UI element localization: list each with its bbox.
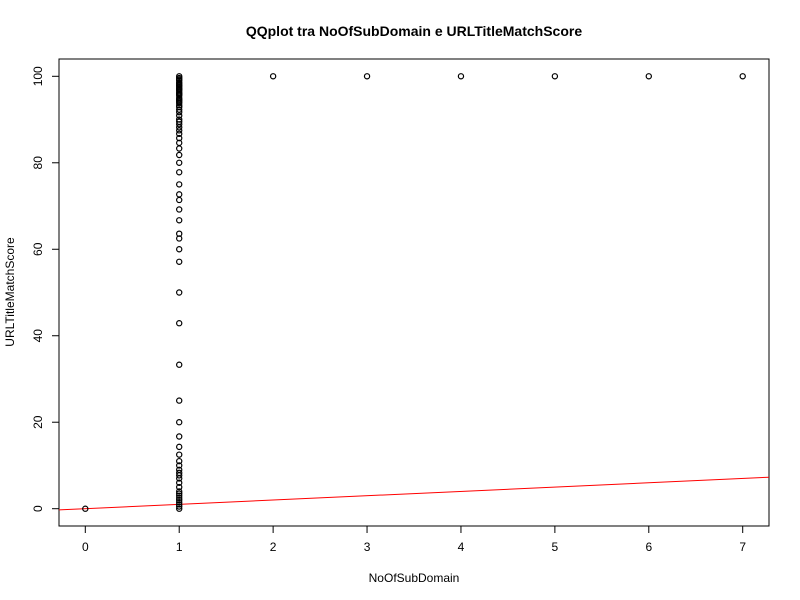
data-point xyxy=(82,505,89,512)
data-point xyxy=(176,217,183,224)
data-point xyxy=(176,196,183,204)
data-point xyxy=(176,505,183,512)
data-point xyxy=(176,490,183,497)
x-tick-label: 2 xyxy=(270,540,277,554)
data-point xyxy=(176,433,183,440)
data-point xyxy=(176,73,183,80)
data-point xyxy=(176,499,183,506)
data-point xyxy=(176,451,183,458)
data-point xyxy=(457,73,465,80)
data-point xyxy=(176,289,183,296)
chart-title: QQplot tra NoOfSubDomain e URLTitleMatch… xyxy=(246,23,583,39)
data-point xyxy=(176,151,183,159)
data-point xyxy=(176,230,183,237)
x-tick-label: 0 xyxy=(82,540,89,554)
data-point xyxy=(176,246,183,253)
data-point xyxy=(176,169,183,176)
data-point xyxy=(176,130,183,138)
data-point xyxy=(176,134,183,142)
data-point xyxy=(176,466,183,473)
points-layer xyxy=(82,73,746,512)
reference-line xyxy=(58,476,770,511)
data-point xyxy=(551,73,559,80)
data-point xyxy=(176,159,183,166)
x-axis-label: NoOfSubDomain xyxy=(369,571,460,585)
x-tick-label: 6 xyxy=(645,540,652,554)
data-point xyxy=(269,73,277,80)
data-point xyxy=(176,488,183,495)
x-tick-label: 4 xyxy=(458,540,465,554)
data-point xyxy=(363,73,371,80)
data-point xyxy=(739,73,746,80)
data-point xyxy=(176,181,183,188)
y-tick-label: 100 xyxy=(31,66,45,86)
reference-line-layer xyxy=(58,476,770,511)
data-point xyxy=(176,145,183,152)
y-axis-label: URLTitleMatchScore xyxy=(3,237,17,347)
x-tick-label: 1 xyxy=(176,540,183,554)
y-tick-label: 60 xyxy=(31,242,45,256)
data-point xyxy=(176,112,183,119)
data-point xyxy=(176,206,183,213)
data-point xyxy=(176,106,183,113)
data-point xyxy=(176,483,183,491)
x-tick-label: 5 xyxy=(552,540,559,554)
data-point xyxy=(176,457,183,465)
plot-frame xyxy=(58,58,770,527)
data-point xyxy=(176,479,183,486)
x-tick-label: 3 xyxy=(364,540,371,554)
data-point xyxy=(176,397,183,404)
data-point xyxy=(645,73,652,80)
data-point xyxy=(176,443,183,451)
data-point xyxy=(176,494,183,502)
data-point xyxy=(176,462,183,469)
data-point xyxy=(176,116,183,123)
y-axis: 0 20 40 60 80 100 xyxy=(31,66,60,512)
data-point xyxy=(176,127,183,134)
data-point xyxy=(176,501,183,508)
y-tick-label: 40 xyxy=(31,329,45,343)
data-point xyxy=(176,419,183,426)
y-tick-label: 20 xyxy=(31,415,45,429)
data-point xyxy=(176,361,183,368)
data-point xyxy=(176,258,183,265)
data-point xyxy=(176,469,183,477)
y-tick-label: 0 xyxy=(31,505,45,512)
data-point xyxy=(176,191,183,198)
x-tick-label: 7 xyxy=(739,540,746,554)
data-point xyxy=(176,118,183,125)
data-point xyxy=(176,503,183,510)
data-point xyxy=(176,320,183,327)
data-point xyxy=(176,492,183,499)
data-point xyxy=(176,496,183,504)
x-axis: 0 1 2 3 4 5 6 7 xyxy=(82,525,746,554)
y-tick-label: 80 xyxy=(31,156,45,170)
